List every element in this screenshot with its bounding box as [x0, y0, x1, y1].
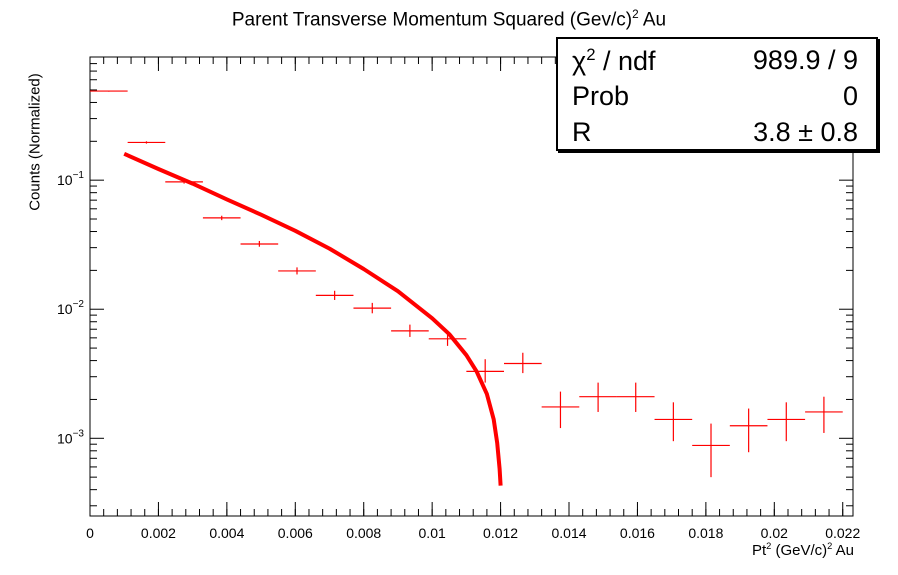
data-point — [127, 141, 166, 144]
x-tick-label: 0.008 — [346, 525, 381, 541]
tick-labels: 0 0.002 0.004 0.006 0.008 0.01 0.012 0.014 0.016… — [57, 170, 860, 541]
plot-border — [89, 56, 854, 517]
chi2-label: χ2 / ndf — [572, 45, 656, 76]
y-tick-label: 10−1 — [57, 170, 84, 188]
x-tick-label: 0.016 — [620, 525, 655, 541]
r-value: 3.8 ± 0.8 — [753, 117, 858, 147]
prob-value: 0 — [842, 81, 858, 111]
data-point — [315, 290, 354, 300]
x-tick-label: 0.018 — [688, 525, 723, 541]
fit-line — [123, 151, 503, 486]
data-point — [541, 391, 580, 429]
data-point — [805, 396, 843, 433]
y-tick-label: 10−2 — [57, 299, 84, 317]
data-point — [579, 382, 617, 412]
data-point — [240, 240, 279, 247]
stats-row-r: R 3.8 ± 0.8 — [572, 117, 858, 153]
data-point — [466, 359, 505, 383]
data-point — [767, 402, 806, 442]
r-label: R — [572, 117, 592, 147]
data-point — [504, 352, 542, 374]
data-point — [391, 324, 429, 337]
data-point — [278, 267, 316, 275]
fit-curve — [123, 151, 503, 486]
y-tick-label: 10−3 — [57, 428, 84, 446]
data-points — [90, 90, 843, 478]
x-axis-label: Pt2 (GeV/c)2 Au — [751, 541, 854, 559]
x-tick-label: 0.01 — [419, 525, 446, 541]
chi2-value: 989.9 / 9 — [752, 45, 858, 75]
data-point — [729, 408, 768, 453]
data-point — [654, 402, 693, 442]
data-point — [90, 90, 128, 92]
x-tick-label: 0.022 — [825, 525, 860, 541]
stats-row-prob: Prob 0 — [572, 81, 858, 117]
chart-title: Parent Transverse Momentum Squared (Gev/… — [231, 8, 667, 31]
data-point — [353, 302, 392, 314]
x-tick-label: 0.014 — [551, 525, 586, 541]
stats-row-chi2: χ2 / ndf 989.9 / 9 — [572, 45, 858, 81]
prob-label: Prob — [572, 81, 630, 111]
x-tick-label: 0 — [86, 525, 94, 541]
data-point — [692, 423, 730, 478]
stats-box: χ2 / ndf 989.9 / 9 Prob 0 R 3.8 ± 0.8 — [556, 37, 878, 151]
x-tick-label: 0.02 — [761, 525, 788, 541]
plot-frame — [89, 56, 854, 517]
data-point — [616, 382, 655, 412]
y-axis-label: Counts (Normalized) — [26, 73, 44, 211]
x-tick-label: 0.006 — [278, 525, 313, 541]
x-tick-label: 0.004 — [209, 525, 244, 541]
x-tick-label: 0.012 — [483, 525, 518, 541]
x-tick-label: 0.002 — [141, 525, 176, 541]
data-point — [202, 215, 241, 221]
